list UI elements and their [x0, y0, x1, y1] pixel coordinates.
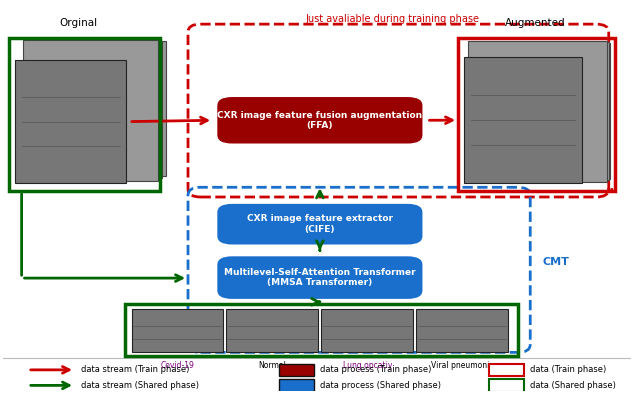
Text: Augmented: Augmented: [504, 18, 565, 28]
FancyBboxPatch shape: [216, 96, 424, 145]
FancyBboxPatch shape: [279, 364, 314, 376]
Text: Normal: Normal: [259, 361, 286, 370]
FancyBboxPatch shape: [216, 203, 424, 245]
Text: data stream (Train phase): data stream (Train phase): [81, 365, 189, 374]
FancyBboxPatch shape: [464, 57, 582, 183]
Text: data (Shared phase): data (Shared phase): [530, 381, 616, 390]
Text: Just avaliable during training phase: Just avaliable during training phase: [305, 14, 479, 24]
FancyBboxPatch shape: [321, 309, 413, 351]
FancyBboxPatch shape: [490, 379, 524, 392]
Text: data process (Train phase): data process (Train phase): [320, 365, 431, 374]
Text: Covid-19: Covid-19: [161, 361, 195, 370]
FancyBboxPatch shape: [24, 40, 157, 181]
FancyBboxPatch shape: [15, 60, 126, 183]
FancyBboxPatch shape: [472, 42, 609, 180]
FancyBboxPatch shape: [417, 309, 508, 351]
FancyBboxPatch shape: [279, 379, 314, 392]
FancyBboxPatch shape: [477, 43, 611, 179]
Text: Viral pneumonia: Viral pneumonia: [431, 361, 494, 370]
Text: Multilevel-Self-Attention Transformer
(MMSA Transformer): Multilevel-Self-Attention Transformer (M…: [224, 268, 416, 287]
Text: CXR image feature extractor
(CIFE): CXR image feature extractor (CIFE): [247, 214, 393, 234]
FancyBboxPatch shape: [131, 309, 223, 351]
FancyBboxPatch shape: [216, 255, 424, 300]
Text: data (Train phase): data (Train phase): [530, 365, 607, 374]
FancyBboxPatch shape: [40, 41, 166, 176]
Text: CMT: CMT: [543, 256, 570, 267]
Text: data stream (Shared phase): data stream (Shared phase): [81, 381, 199, 390]
FancyBboxPatch shape: [468, 41, 607, 182]
Text: Lung opcatiy: Lung opcatiy: [342, 361, 392, 370]
FancyBboxPatch shape: [31, 41, 162, 178]
Text: Orginal: Orginal: [59, 18, 97, 28]
FancyBboxPatch shape: [490, 364, 524, 376]
Text: data process (Shared phase): data process (Shared phase): [320, 381, 441, 390]
Text: CXR image feature fusion augmentation
(FFA): CXR image feature fusion augmentation (F…: [218, 111, 422, 130]
FancyBboxPatch shape: [227, 309, 318, 351]
